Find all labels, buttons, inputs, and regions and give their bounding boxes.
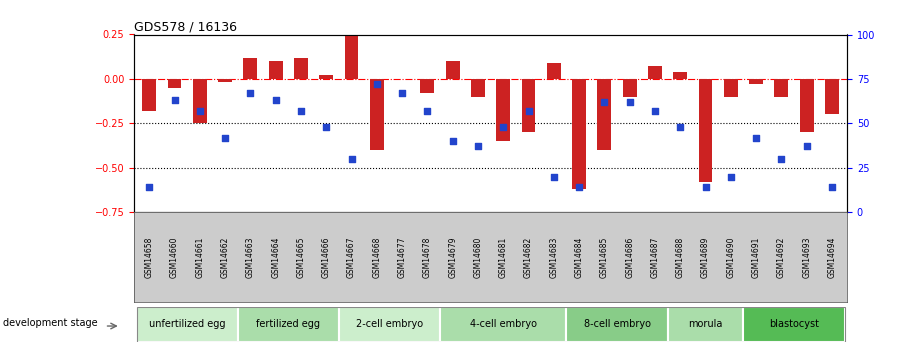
Point bbox=[142, 185, 157, 190]
Bar bbox=[269, 61, 283, 79]
Point bbox=[648, 108, 662, 114]
Text: GDS578 / 16136: GDS578 / 16136 bbox=[134, 20, 237, 33]
Point bbox=[521, 108, 535, 114]
Point bbox=[622, 99, 637, 105]
Bar bbox=[244, 58, 257, 79]
Text: GSM14692: GSM14692 bbox=[776, 236, 786, 278]
Text: GSM14658: GSM14658 bbox=[145, 236, 154, 278]
Text: GSM14679: GSM14679 bbox=[448, 236, 458, 278]
Bar bbox=[744, 307, 844, 342]
Point bbox=[673, 124, 688, 130]
Text: GSM14678: GSM14678 bbox=[423, 236, 432, 278]
Text: morula: morula bbox=[689, 319, 723, 329]
Text: GSM14689: GSM14689 bbox=[701, 236, 710, 278]
Point bbox=[395, 90, 410, 96]
Point bbox=[597, 99, 612, 105]
Bar bbox=[471, 79, 485, 97]
Bar bbox=[825, 79, 839, 115]
Bar bbox=[137, 307, 237, 342]
Point bbox=[344, 156, 359, 161]
Point bbox=[294, 108, 308, 114]
Point bbox=[370, 81, 384, 87]
Text: GSM14664: GSM14664 bbox=[271, 236, 280, 278]
Text: GSM14690: GSM14690 bbox=[727, 236, 736, 278]
Text: unfertilized egg: unfertilized egg bbox=[149, 319, 226, 329]
Point bbox=[243, 90, 257, 96]
Text: GSM14660: GSM14660 bbox=[170, 236, 179, 278]
Bar bbox=[648, 67, 662, 79]
Point bbox=[546, 174, 561, 179]
Bar bbox=[673, 72, 687, 79]
Text: blastocyst: blastocyst bbox=[769, 319, 819, 329]
Point bbox=[268, 98, 283, 103]
Bar bbox=[522, 79, 535, 132]
Bar bbox=[218, 79, 232, 82]
Text: GSM14687: GSM14687 bbox=[651, 236, 660, 278]
Bar bbox=[800, 79, 814, 132]
Text: GSM14693: GSM14693 bbox=[802, 236, 811, 278]
Point bbox=[420, 108, 435, 114]
Point bbox=[774, 156, 788, 161]
Point bbox=[824, 185, 839, 190]
Text: GSM14661: GSM14661 bbox=[196, 236, 205, 278]
Bar bbox=[597, 79, 612, 150]
Text: GSM14686: GSM14686 bbox=[625, 236, 634, 278]
Text: GSM14688: GSM14688 bbox=[676, 236, 685, 278]
Text: development stage: development stage bbox=[3, 318, 97, 327]
Bar bbox=[566, 307, 668, 342]
Text: GSM14681: GSM14681 bbox=[498, 236, 507, 278]
Bar bbox=[440, 307, 566, 342]
Point bbox=[799, 144, 814, 149]
Text: GSM14685: GSM14685 bbox=[600, 236, 609, 278]
Bar bbox=[237, 307, 339, 342]
Text: GSM14677: GSM14677 bbox=[398, 236, 407, 278]
Point bbox=[496, 124, 510, 130]
Bar bbox=[668, 307, 744, 342]
Text: GSM14668: GSM14668 bbox=[372, 236, 381, 278]
Text: GSM14680: GSM14680 bbox=[474, 236, 483, 278]
Bar bbox=[496, 79, 510, 141]
Text: GSM14663: GSM14663 bbox=[246, 236, 255, 278]
Bar bbox=[446, 61, 459, 79]
Point bbox=[699, 185, 713, 190]
Bar bbox=[339, 307, 440, 342]
Text: fertilized egg: fertilized egg bbox=[256, 319, 321, 329]
Bar bbox=[775, 79, 788, 97]
Bar bbox=[168, 79, 181, 88]
Bar bbox=[294, 58, 308, 79]
Bar bbox=[344, 34, 359, 79]
Text: GSM14694: GSM14694 bbox=[827, 236, 836, 278]
Point bbox=[193, 108, 207, 114]
Text: GSM14684: GSM14684 bbox=[574, 236, 583, 278]
Text: GSM14666: GSM14666 bbox=[322, 236, 331, 278]
Bar bbox=[622, 79, 637, 97]
Bar bbox=[319, 75, 333, 79]
Text: GSM14667: GSM14667 bbox=[347, 236, 356, 278]
Point bbox=[572, 185, 586, 190]
Point bbox=[446, 138, 460, 144]
Point bbox=[319, 124, 333, 130]
Bar bbox=[370, 79, 384, 150]
Text: 8-cell embryo: 8-cell embryo bbox=[583, 319, 651, 329]
Bar bbox=[420, 79, 434, 93]
Text: 2-cell embryo: 2-cell embryo bbox=[356, 319, 423, 329]
Point bbox=[724, 174, 738, 179]
Text: GSM14665: GSM14665 bbox=[296, 236, 305, 278]
Text: GSM14691: GSM14691 bbox=[752, 236, 760, 278]
Bar bbox=[573, 79, 586, 189]
Bar bbox=[724, 79, 737, 97]
Text: GSM14682: GSM14682 bbox=[524, 236, 533, 278]
Point bbox=[217, 135, 232, 140]
Text: 4-cell embryo: 4-cell embryo bbox=[469, 319, 536, 329]
Point bbox=[168, 98, 182, 103]
Text: GSM14683: GSM14683 bbox=[549, 236, 558, 278]
Bar bbox=[547, 63, 561, 79]
Point bbox=[749, 135, 764, 140]
Bar bbox=[193, 79, 207, 124]
Point bbox=[471, 144, 486, 149]
Bar bbox=[749, 79, 763, 84]
Text: GSM14662: GSM14662 bbox=[221, 236, 229, 278]
Bar bbox=[699, 79, 712, 182]
Bar bbox=[142, 79, 156, 111]
